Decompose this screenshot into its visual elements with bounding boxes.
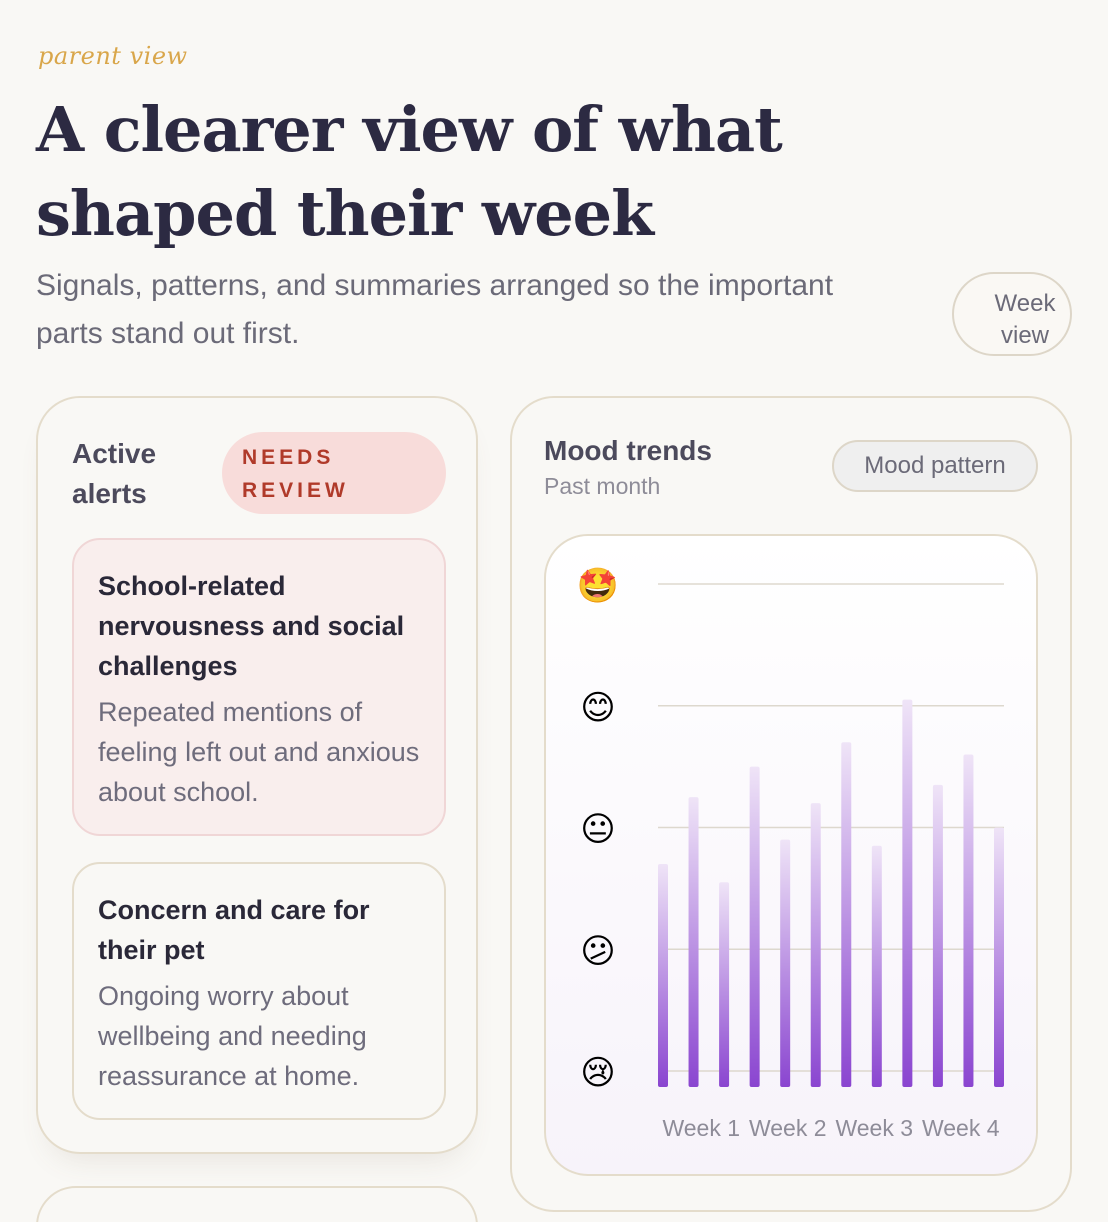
active-alerts-card: Active alerts NEEDS REVIEW School-relate…	[36, 396, 478, 1154]
page-subtitle: Signals, patterns, and summaries arrange…	[36, 269, 834, 350]
x-tick-label: Week 3	[835, 1115, 913, 1141]
alert-item-school[interactable]: School-related nervousness and social ch…	[72, 538, 446, 836]
week-view-toggle[interactable]: Week view	[952, 272, 1072, 356]
mood-level-label: 🤩	[577, 566, 619, 606]
mood-level-label: 😐	[580, 810, 615, 850]
x-tick-label: Week 1	[662, 1115, 740, 1141]
mood-bar	[994, 827, 1004, 1087]
x-tick-label: Week 2	[749, 1115, 827, 1141]
page-title: A clearer view of what shaped their week	[36, 93, 783, 250]
eyebrow-label: parent view	[38, 42, 188, 70]
next-card-peek	[36, 1186, 478, 1222]
mood-bar	[749, 766, 760, 1087]
mood-title: Mood trends	[544, 435, 712, 466]
mood-level-label: 😕	[580, 931, 615, 971]
mood-pattern-button[interactable]: Mood pattern	[832, 440, 1038, 492]
alert-item-pet[interactable]: Concern and care for their pet Ongoing w…	[72, 862, 446, 1120]
mood-bar	[963, 754, 974, 1087]
mood-bar	[658, 864, 668, 1087]
alert-body: Repeated mentions of feeling left out an…	[98, 697, 420, 807]
mood-bar	[902, 699, 913, 1087]
alerts-title: Active alerts	[72, 438, 157, 509]
needs-review-badge: NEEDS REVIEW	[222, 432, 446, 514]
alert-body: Ongoing worry about wellbeing and needin…	[98, 981, 367, 1091]
mood-trends-card: Mood trends Past month Mood pattern 🤩 😊 😐 😕…	[510, 396, 1072, 1212]
mood-chart-svg: 🤩 😊 😐 😕 😢 Week 1 Week 2 Week 3 Week 4	[577, 566, 1004, 1141]
mood-bar	[719, 882, 730, 1087]
mood-level-label: 😊	[580, 688, 615, 728]
mood-bar	[780, 839, 791, 1087]
alert-title: Concern and care for their pet	[98, 895, 370, 965]
mood-bar	[932, 784, 943, 1087]
mood-chart: 🤩 😊 😐 😕 😢 Week 1 Week 2 Week 3 Week 4	[544, 534, 1038, 1176]
alert-title: School-related nervousness and social ch…	[98, 571, 405, 681]
mood-bar	[810, 803, 821, 1087]
mood-bar	[871, 845, 882, 1087]
mood-subtitle: Past month	[544, 473, 661, 499]
mood-bar	[841, 742, 852, 1087]
mood-bar	[688, 797, 699, 1087]
mood-level-label: 😢	[580, 1053, 615, 1093]
x-tick-label: Week 4	[922, 1115, 1000, 1141]
